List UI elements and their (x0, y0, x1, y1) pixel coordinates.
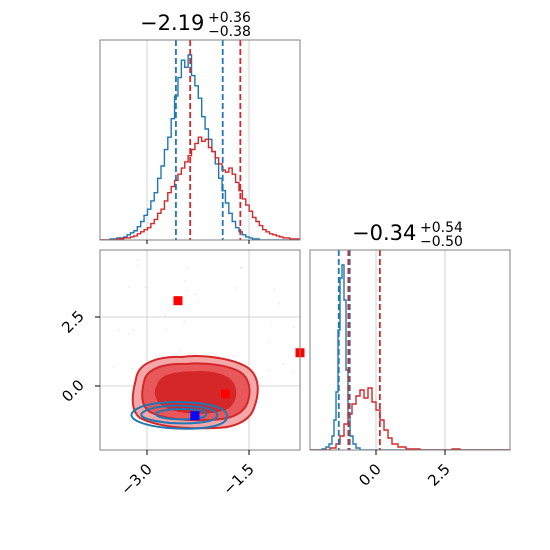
sample-point (282, 363, 285, 365)
hist-param2-quantile-lines (337, 250, 381, 450)
hist-param2-title-median: −0.34 (352, 221, 416, 245)
sample-point (178, 349, 180, 351)
hist-param2-title: −0.34 (352, 221, 416, 245)
sample-point (234, 287, 237, 289)
sample-point (127, 286, 130, 288)
hist-param2-red-series (310, 387, 510, 450)
sample-point (145, 324, 148, 327)
hist-param1-panel: −2.19 +0.36 −0.38 (99, 10, 301, 244)
hist-param2-title-minus: −0.50 (420, 234, 463, 250)
sample-point (278, 303, 281, 305)
hist-param2-frame (309, 249, 511, 451)
sample-point (240, 267, 242, 269)
sample-point (183, 321, 186, 323)
sample-point (186, 267, 188, 270)
sample-point (117, 329, 120, 332)
hist-param2-series (310, 264, 510, 450)
scatter-2d-panel: −3.0 −1.5 0.0 2.5 (58, 249, 305, 499)
blue-contour-inner (154, 408, 207, 421)
sample-point (136, 259, 139, 261)
sample-point (186, 289, 188, 292)
sample-point (112, 366, 115, 368)
blue-square-marker (190, 411, 200, 421)
scatter-2d-frame (99, 249, 301, 451)
hist-param1-title-minus: −0.38 (208, 24, 251, 40)
sample-point (131, 367, 134, 370)
hist-param1-ticks (146, 240, 250, 244)
scatter-2d-xtick-label: −1.5 (219, 460, 257, 498)
hist-param2-ticks (375, 450, 446, 455)
sample-point (232, 355, 235, 358)
sample-point (137, 264, 139, 267)
sample-point (165, 328, 167, 331)
sample-point (144, 286, 146, 289)
sample-point (127, 333, 130, 335)
sample-point (273, 288, 276, 291)
sample-point (268, 369, 270, 372)
scatter-2d-ticks (95, 316, 250, 455)
hist-param1-frame (99, 39, 301, 241)
scatter-2d-xtick-label: −3.0 (117, 460, 155, 498)
sample-point (268, 342, 270, 344)
sample-point (270, 324, 273, 327)
hist-param2-panel: 0.0 2.5 −0.34 +0.54 −0.50 (309, 220, 511, 490)
sample-point (292, 326, 295, 329)
blue-contour-middle (140, 404, 219, 425)
hist-param2-grid (375, 250, 446, 450)
sample-point (164, 315, 167, 317)
scatter-2d-density (112, 259, 295, 430)
sample-point (241, 266, 243, 269)
blue-contour-outer (130, 401, 228, 430)
sample-point (193, 353, 196, 355)
hist-param1-series (100, 54, 300, 240)
red-square-marker (173, 296, 183, 306)
hist-param2-xtick-label: 0.0 (355, 460, 385, 490)
hist-param1-title-plus: +0.36 (208, 10, 251, 26)
sample-point (291, 372, 294, 374)
blue-contours (130, 401, 228, 430)
hist-param1-quantile-lines (175, 40, 242, 240)
scatter-2d-ytick-label: 0.0 (58, 376, 88, 406)
hist-param1-title-median: −2.19 (140, 11, 204, 35)
scatter-2d-ytick-label: 2.5 (58, 307, 88, 337)
sample-point (197, 300, 199, 303)
hist-param1-title: −2.19 (140, 11, 204, 35)
hist-param2-xtick-label: 2.5 (424, 460, 454, 490)
red-square-marker (220, 389, 230, 399)
hist-param2-blue-series (310, 264, 510, 450)
hist-param1-step-series (100, 136, 300, 240)
sample-point (194, 293, 196, 296)
sample-point (184, 279, 186, 282)
hist-param2-title-plus: +0.54 (420, 220, 463, 236)
hist-param1-step-series (100, 54, 300, 240)
sample-point (132, 328, 134, 331)
